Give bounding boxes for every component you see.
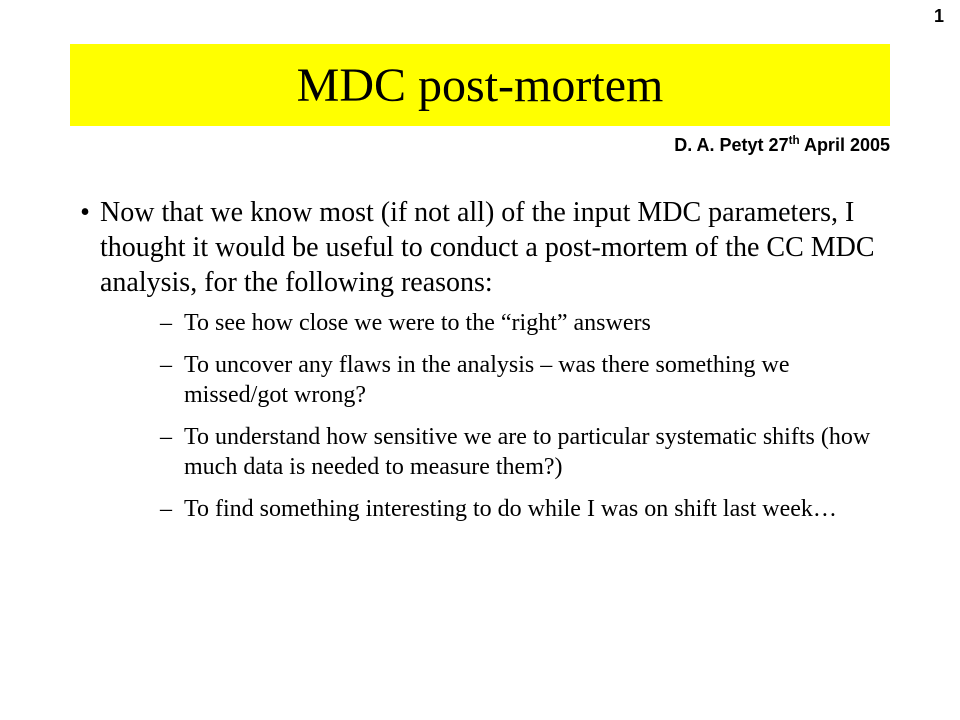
sub-bullet-marker: – [160, 494, 184, 524]
title-text: MDC post-mortem [297, 58, 664, 113]
content-area: • Now that we know most (if not all) of … [70, 195, 890, 536]
sub-bullet-1-text: To see how close we were to the “right” … [184, 308, 651, 338]
sub-bullet-2-text: To uncover any flaws in the analysis – w… [184, 350, 890, 410]
sub-bullet-2: – To uncover any flaws in the analysis –… [160, 350, 890, 410]
bullet-main-text: Now that we know most (if not all) of th… [100, 195, 890, 300]
bullet-main: • Now that we know most (if not all) of … [70, 195, 890, 300]
sub-list: – To see how close we were to the “right… [160, 308, 890, 524]
sub-bullet-marker: – [160, 308, 184, 338]
slide: 1 MDC post-mortem D. A. Petyt 27th April… [0, 0, 960, 720]
byline: D. A. Petyt 27th April 2005 [674, 134, 890, 156]
bullet-marker: • [70, 195, 100, 230]
byline-suffix: April 2005 [800, 135, 890, 155]
sub-bullet-3-text: To understand how sensitive we are to pa… [184, 422, 890, 482]
sub-bullet-4-text: To find something interesting to do whil… [184, 494, 837, 524]
byline-prefix: D. A. Petyt 27 [674, 135, 788, 155]
sub-bullet-4: – To find something interesting to do wh… [160, 494, 890, 524]
page-number: 1 [934, 6, 944, 27]
sub-bullet-marker: – [160, 350, 184, 380]
sub-bullet-3: – To understand how sensitive we are to … [160, 422, 890, 482]
sub-bullet-marker: – [160, 422, 184, 452]
title-box: MDC post-mortem [70, 44, 890, 126]
byline-super: th [789, 134, 800, 147]
sub-bullet-1: – To see how close we were to the “right… [160, 308, 890, 338]
